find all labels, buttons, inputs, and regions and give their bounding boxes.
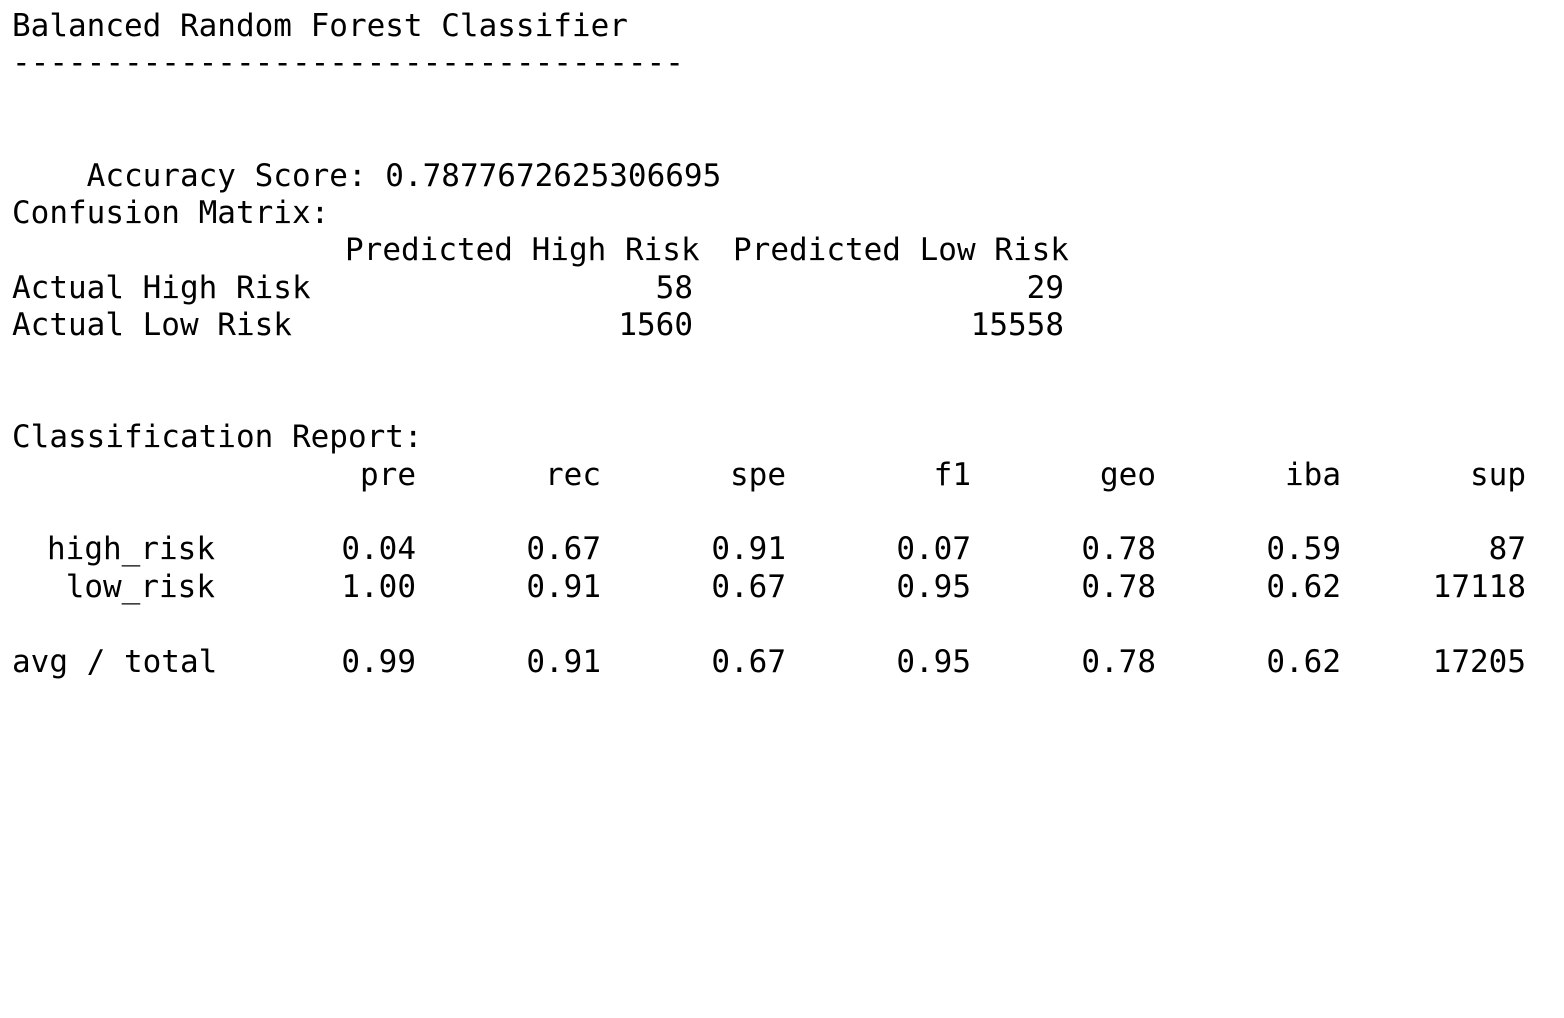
cm-row-label: Actual High Risk	[12, 269, 311, 306]
cr-total-cell: 0.78	[1081, 643, 1156, 680]
cr-row-label: low_risk	[65, 568, 215, 605]
cr-column-header: geo	[1100, 456, 1156, 493]
confusion-matrix-heading: Confusion Matrix:	[12, 194, 330, 231]
cr-column-header: sup	[1470, 456, 1526, 493]
spacer	[12, 83, 1552, 120]
classification-report-row: low_risk 1.00 0.91 0.67 0.95 0.78 0.62 1…	[12, 569, 1552, 606]
cr-total-cell: 0.91	[526, 643, 601, 680]
cr-column-header: iba	[1285, 456, 1341, 493]
cr-cell: 87	[1488, 531, 1526, 568]
cr-total-cell: 0.95	[896, 643, 971, 680]
cr-total-cell: 0.62	[1266, 643, 1341, 680]
spacer	[12, 382, 1552, 419]
cr-cell: 0.78	[1081, 568, 1156, 605]
cm-column-header: Predicted Low Risk	[733, 232, 1069, 269]
cr-total-label: avg / total	[12, 643, 218, 680]
confusion-matrix-row: Actual Low Risk 1560 15558	[12, 307, 1552, 344]
cr-cell: 0.91	[526, 568, 601, 605]
cm-row-label: Actual Low Risk	[12, 307, 292, 344]
console-output: Balanced Random Forest Classifier ------…	[12, 0, 1552, 714]
confusion-matrix-header-row: Predicted High Risk Predicted Low Risk	[12, 232, 1552, 269]
spacer	[12, 606, 1552, 643]
cm-cell: 1560	[618, 307, 693, 344]
cr-total-cell: 0.99	[341, 643, 416, 680]
cr-cell: 0.67	[711, 568, 786, 605]
accuracy-line: Accuracy Score: 0.7877672625306695	[12, 120, 1552, 194]
cr-cell: 0.95	[896, 568, 971, 605]
cr-cell: 0.07	[896, 531, 971, 568]
report-title: Balanced Random Forest Classifier	[12, 8, 628, 44]
cr-cell: 0.67	[526, 531, 601, 568]
classification-report-heading: Classification Report:	[12, 419, 423, 456]
cr-cell: 0.78	[1081, 531, 1156, 568]
cr-cell: 0.04	[341, 531, 416, 568]
cr-column-header: pre	[360, 456, 416, 493]
confusion-matrix-row: Actual High Risk 58 29	[12, 270, 1552, 307]
cr-total-cell: 0.67	[711, 643, 786, 680]
title-separator: ------------------------------------	[12, 45, 684, 82]
cr-cell: 0.91	[711, 531, 786, 568]
cr-cell: 17118	[1432, 568, 1526, 605]
cr-cell: 1.00	[341, 568, 416, 605]
cr-cell: 0.59	[1266, 531, 1341, 568]
cr-total-cell: 17205	[1432, 643, 1526, 680]
spacer	[12, 345, 1552, 382]
classification-report-row: high_risk 0.04 0.67 0.91 0.07 0.78 0.59 …	[12, 531, 1552, 568]
cr-row-label: high_risk	[47, 531, 215, 568]
cm-cell: 15558	[970, 307, 1064, 344]
cm-column-header: Predicted High Risk	[345, 232, 700, 269]
cr-column-header: spe	[730, 456, 786, 493]
cm-cell: 29	[1026, 269, 1064, 306]
cm-cell: 58	[655, 269, 693, 306]
cr-column-header: f1	[933, 456, 971, 493]
accuracy-value: 0.7877672625306695	[385, 157, 722, 194]
accuracy-label: Accuracy Score:	[86, 157, 367, 194]
spacer	[12, 494, 1552, 531]
classification-report-header-row: pre rec spe f1 geo iba sup	[12, 457, 1552, 494]
classification-report-total-row: avg / total 0.99 0.91 0.67 0.95 0.78 0.6…	[12, 644, 1552, 681]
cr-cell: 0.62	[1266, 568, 1341, 605]
cr-column-header: rec	[545, 456, 601, 493]
